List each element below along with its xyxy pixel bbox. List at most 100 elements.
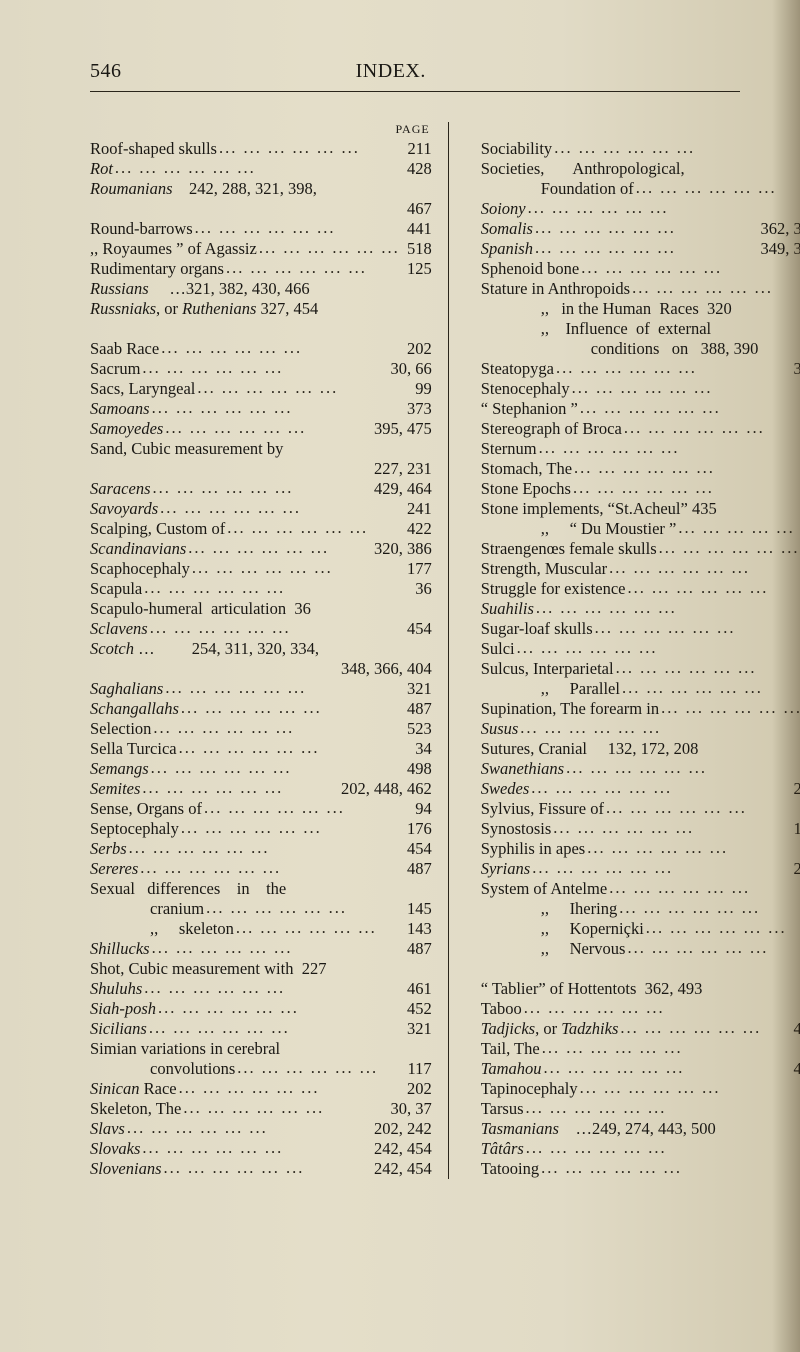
- index-entry-label: Sclavens: [90, 619, 148, 639]
- index-entry-page: 454: [402, 839, 432, 859]
- index-entry-label: Sella Turcica: [90, 739, 177, 759]
- index-entry-label: Somalis: [481, 219, 533, 239]
- index-entry-label: Siah-posh: [90, 999, 156, 1019]
- index-entry-label: Synostosis: [481, 819, 552, 839]
- index-entry: Scotch … 254, 311, 320, 334,: [90, 639, 434, 659]
- index-entry-label: [90, 319, 94, 339]
- index-entry-label: ,, Nervous: [481, 939, 626, 959]
- index-entry: Scapulo-humeral articulation 36: [90, 599, 434, 619]
- index-entry: Stone Epochs433: [481, 479, 800, 499]
- index-entry: Semites202, 448, 462: [90, 779, 434, 799]
- index-entry: Tatooing422: [481, 1159, 800, 1179]
- index-entry: Serbs454: [90, 839, 434, 859]
- index-entry-page: 454: [402, 619, 432, 639]
- leader-dots: [632, 278, 800, 298]
- index-entry: Sutures, Cranial 132, 172, 208: [481, 739, 800, 759]
- index-entry-page: 242, 454: [374, 1159, 432, 1179]
- index-entry: System of Antelme296: [481, 879, 800, 899]
- leader-dots: [609, 558, 800, 578]
- index-entry-page: 348, 366, 404: [341, 659, 432, 679]
- index-entry-label: Russniaks, or Ruthenians 327, 454: [90, 299, 318, 319]
- leader-dots: [636, 178, 800, 198]
- index-entry-label: Tamahou: [481, 1059, 542, 1079]
- index-entry-label: Stone implements, “St.Acheul” 435: [481, 499, 717, 519]
- leader-dots: [237, 1058, 399, 1078]
- index-entry-label: Tatooing: [481, 1159, 539, 1179]
- leader-dots: [566, 758, 800, 778]
- index-entry: Simian variations in cerebral: [90, 1039, 434, 1059]
- leader-dots: [192, 558, 400, 578]
- index-entry-page: 373: [402, 399, 432, 419]
- index-entry-label: Semangs: [90, 759, 149, 779]
- index-entry-label: Septocephaly: [90, 819, 179, 839]
- leader-dots: [595, 618, 800, 638]
- index-entry-page: 202, 448, 462: [341, 779, 432, 799]
- index-entry-label: Tapinocephaly: [481, 1079, 578, 1099]
- leader-dots: [259, 238, 400, 258]
- index-entry-label: Russians …321, 382, 430, 466: [90, 279, 310, 299]
- leader-dots: [572, 378, 800, 398]
- index-entry-label: Spanish: [481, 239, 533, 259]
- leader-dots: [556, 358, 791, 378]
- index-entry: Stomach, The96: [481, 459, 800, 479]
- index-entry-label: Sense, Organs of: [90, 799, 202, 819]
- leader-dots: [127, 1118, 372, 1138]
- index-entry: Sinican Race202: [90, 1079, 434, 1099]
- leader-dots: [659, 538, 800, 558]
- index-entry-label: Simian variations in cerebral: [90, 1039, 280, 1059]
- leader-dots: [165, 678, 399, 698]
- leader-dots: [161, 338, 400, 358]
- leader-dots: [150, 618, 400, 638]
- index-entry-label: Scaphocephaly: [90, 559, 190, 579]
- index-entry-label: Tail, The: [481, 1039, 540, 1059]
- leader-dots: [153, 718, 399, 738]
- leader-dots: [580, 398, 800, 418]
- leader-dots: [144, 578, 399, 598]
- index-entry-page: 242, 454: [374, 1139, 432, 1159]
- index-entry-label: Scandinavians: [90, 539, 186, 559]
- index-entry-page: 429, 464: [374, 479, 432, 499]
- leader-dots: [542, 1038, 800, 1058]
- index-entry: Societies, Anthropological,: [481, 159, 800, 179]
- index-entry-label: Saab Race: [90, 339, 159, 359]
- header-rule: [90, 91, 740, 92]
- index-entry: Susus486: [481, 719, 800, 739]
- index-entry-label: Shot, Cubic measurement with 227: [90, 959, 326, 979]
- index-entry-label: Stomach, The: [481, 459, 572, 479]
- leader-dots: [678, 518, 800, 538]
- index-entry-label: Soiony: [481, 199, 526, 219]
- index-entry-label: Swanethians: [481, 759, 564, 779]
- leader-dots: [227, 518, 399, 538]
- index-entry-page: 36: [402, 579, 432, 599]
- index-entry-label: Foundation of: [481, 179, 634, 199]
- index-entry-label: Sulci: [481, 639, 515, 659]
- index-entry: ,, Influence of external: [481, 319, 800, 339]
- index-entry: ,, Nervous101: [481, 939, 800, 959]
- leader-dots: [627, 938, 800, 958]
- leader-dots: [152, 938, 400, 958]
- chapter-title: INDEX.: [82, 60, 701, 83]
- index-entry-page: 241: [402, 499, 432, 519]
- index-entry-page: 395, 475: [374, 419, 432, 439]
- index-entry: Straengenœs female skulls437: [481, 539, 800, 559]
- leader-dots: [144, 978, 399, 998]
- index-entry: Sphenoid bone33: [481, 259, 800, 279]
- index-entry: Sociability151: [481, 139, 800, 159]
- index-entry-label: Sand, Cubic measurement by: [90, 439, 283, 459]
- leader-dots: [587, 838, 800, 858]
- index-entry: Taboo422: [481, 999, 800, 1019]
- index-entry-label: “ Tablier” of Hottentots 362, 493: [481, 979, 703, 999]
- index-entry: 348, 366, 404: [90, 659, 434, 679]
- index-entry: Tapinocephaly176: [481, 1079, 800, 1099]
- index-entry-page: 177: [402, 559, 432, 579]
- index-entry-page: 452: [402, 999, 432, 1019]
- index-columns: PAGE Roof-shaped skulls211Rot428Roumania…: [90, 122, 740, 1179]
- index-entry: Sereres487: [90, 859, 434, 879]
- leader-dots: [142, 358, 388, 378]
- index-entry-label: Rot: [90, 159, 113, 179]
- leader-dots: [206, 898, 400, 918]
- index-entry: [90, 319, 434, 339]
- leader-dots: [526, 1098, 800, 1118]
- index-entry: Sugar-loaf skulls211: [481, 619, 800, 639]
- index-entry: 227, 231: [90, 459, 434, 479]
